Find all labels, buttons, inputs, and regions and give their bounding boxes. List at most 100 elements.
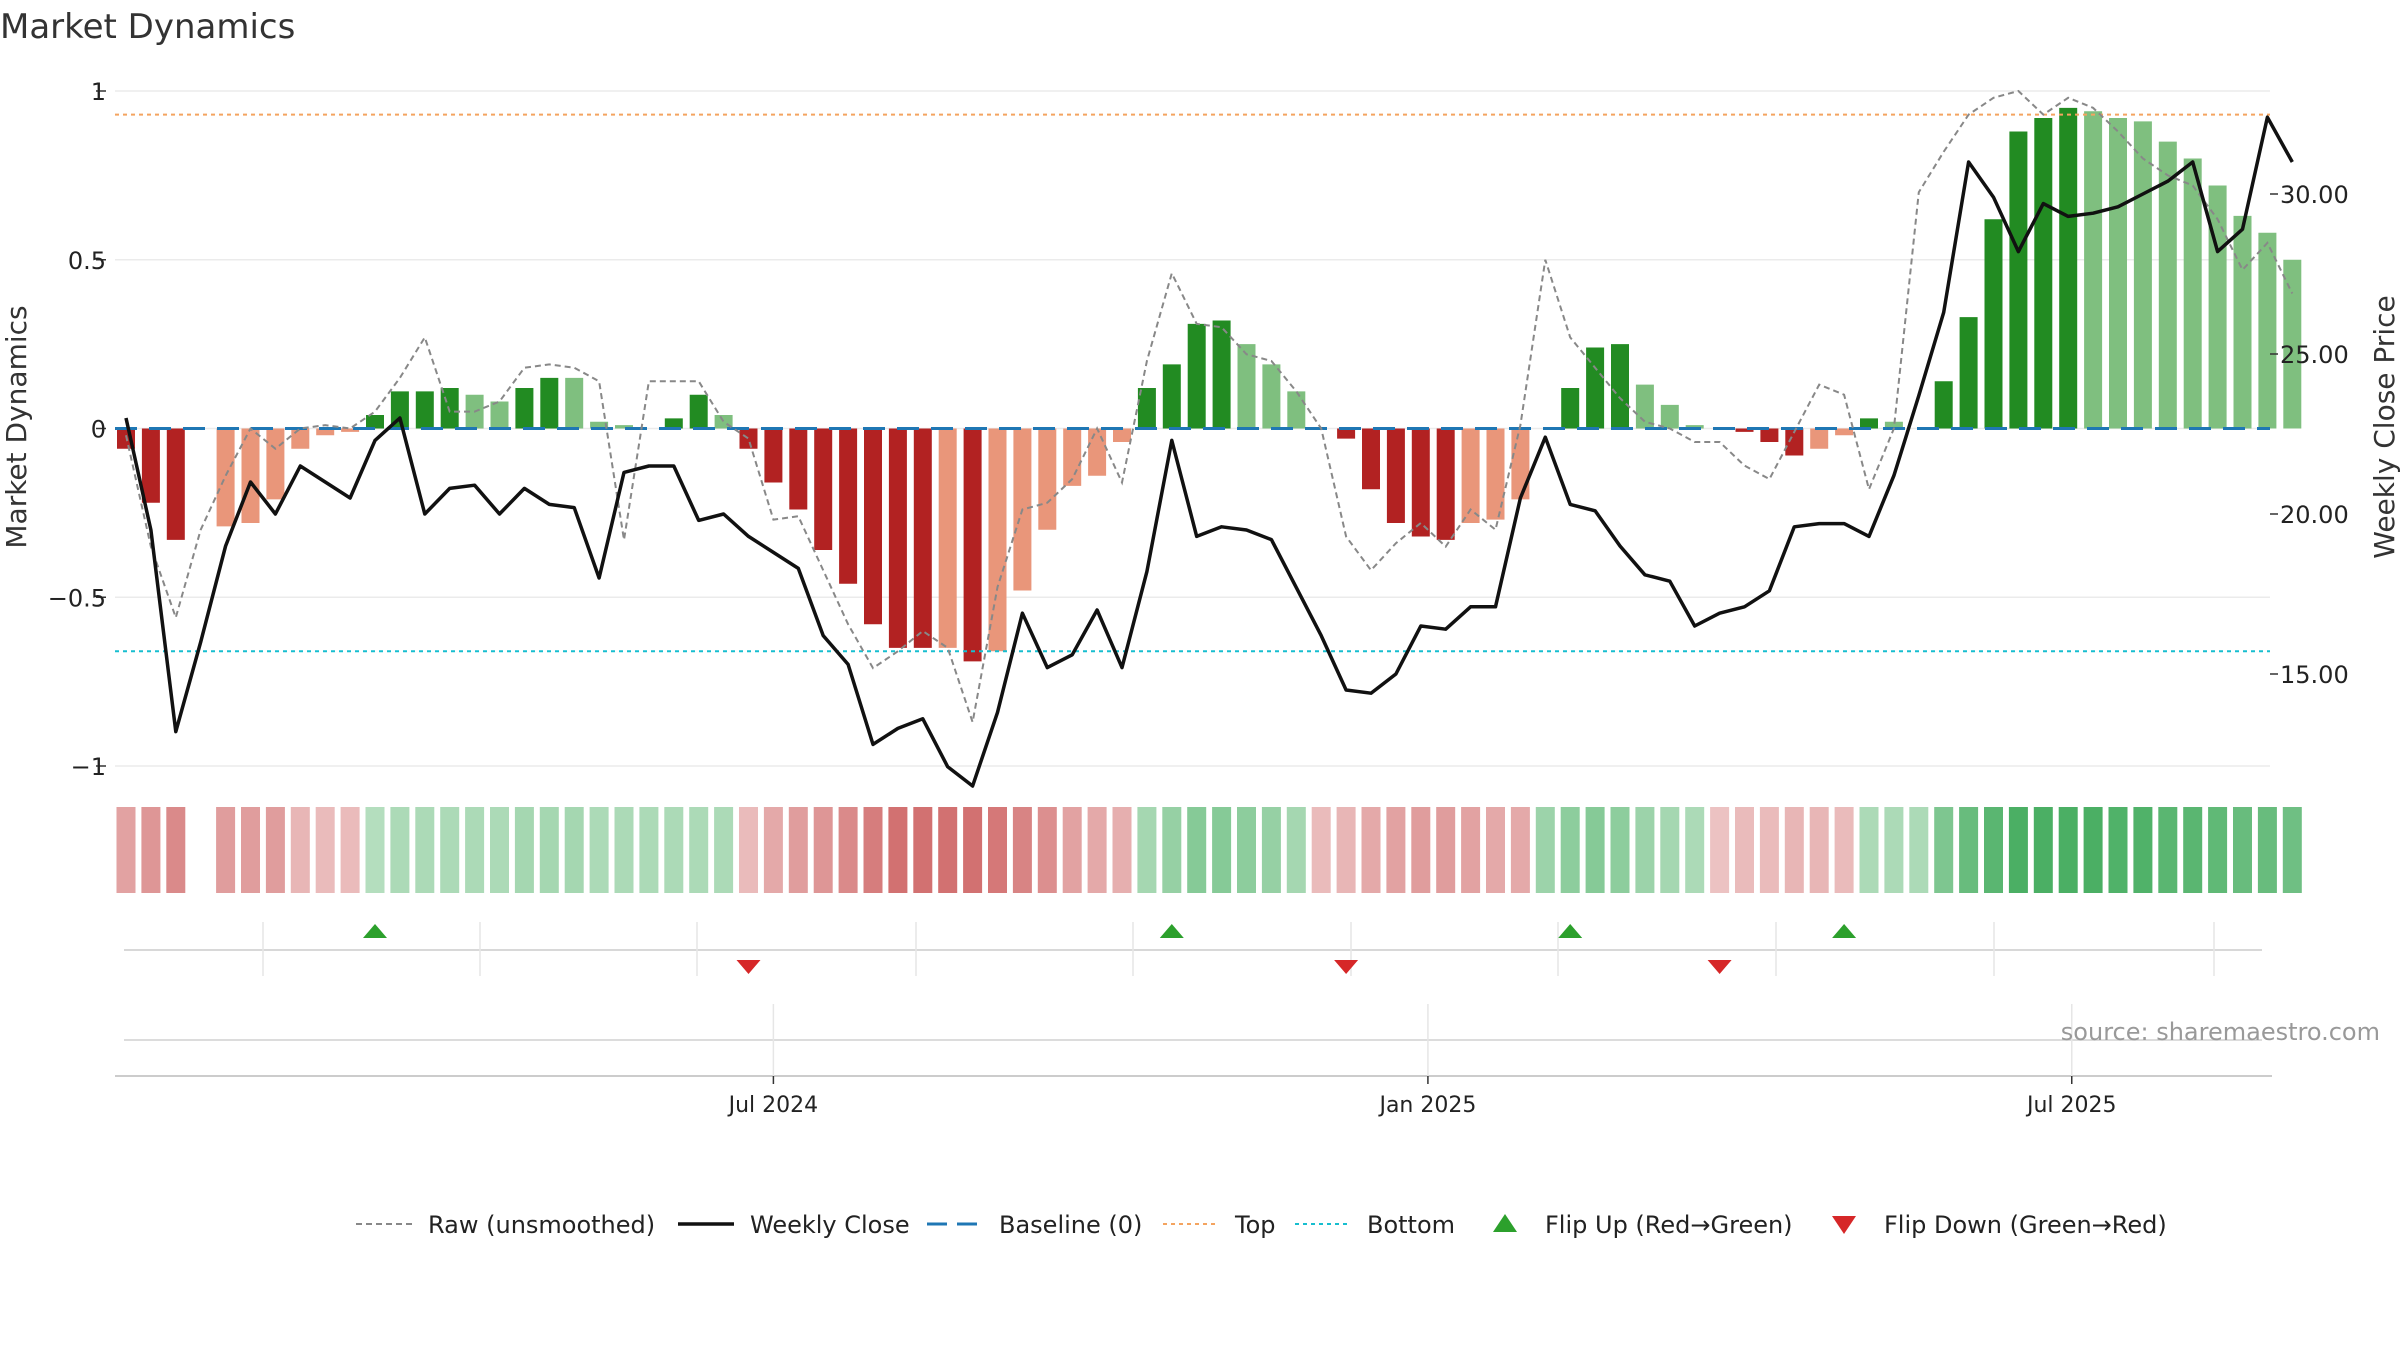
bar xyxy=(2158,141,2177,429)
bar xyxy=(2233,215,2252,429)
bar xyxy=(1511,428,1530,500)
bar xyxy=(1810,428,1829,449)
bar xyxy=(1386,428,1405,523)
legend-label: Flip Down (Green→Red) xyxy=(1884,1211,2167,1239)
state-cell xyxy=(1585,807,1605,893)
legend-item: Flip Up (Red→Green) xyxy=(1493,1211,1793,1239)
state-cell xyxy=(365,807,385,893)
state-cell xyxy=(913,807,933,893)
legend-item: Bottom xyxy=(1295,1211,1455,1239)
bar xyxy=(1461,428,1480,523)
state-cell xyxy=(1436,807,1456,893)
bar xyxy=(689,394,708,429)
bar xyxy=(615,425,633,429)
y-axis-label-left: Market Dynamics xyxy=(0,305,33,548)
bar xyxy=(590,421,609,429)
state-cell xyxy=(1809,807,1829,893)
state-cell xyxy=(290,807,310,893)
bar xyxy=(2034,118,2053,429)
legend-item: Baseline (0) xyxy=(927,1211,1142,1239)
bar xyxy=(2059,107,2078,429)
bar xyxy=(390,391,409,429)
state-cell xyxy=(1137,807,1157,893)
state-cell xyxy=(166,807,186,893)
state-cell xyxy=(1959,807,1979,893)
state-cell xyxy=(490,807,509,893)
legend-item: Top xyxy=(1163,1211,1276,1239)
state-cell xyxy=(1510,807,1530,893)
bar xyxy=(341,428,360,432)
y-tick-label-left: −0.5 xyxy=(48,584,106,612)
state-cell xyxy=(1087,807,1107,893)
state-cell xyxy=(963,807,983,893)
bar xyxy=(1162,364,1181,429)
bar xyxy=(664,418,683,429)
state-cell xyxy=(1735,807,1754,893)
bar xyxy=(764,428,783,483)
state-cell xyxy=(1112,807,1132,893)
bar xyxy=(266,428,285,500)
state-cell xyxy=(1411,807,1431,893)
state-cell xyxy=(2083,807,2103,893)
bar xyxy=(1884,421,1903,429)
bar xyxy=(2084,111,2103,429)
bar xyxy=(316,428,335,436)
legend-label: Weekly Close xyxy=(750,1211,910,1239)
legend-swatch xyxy=(1493,1214,1517,1232)
bar xyxy=(1237,344,1256,429)
state-cell xyxy=(415,807,435,893)
bar xyxy=(1860,418,1878,429)
state-cell xyxy=(1710,807,1730,893)
bar xyxy=(1287,391,1306,429)
state-cell xyxy=(763,807,783,893)
bar xyxy=(864,428,882,625)
flip-up-marker xyxy=(1159,924,1184,938)
bar xyxy=(1934,381,1953,429)
y-tick-label-right: 30.00 xyxy=(2280,181,2349,209)
bar xyxy=(1436,428,1455,540)
state-cell xyxy=(888,807,908,893)
bar xyxy=(1635,384,1654,429)
state-cell xyxy=(465,807,485,893)
bar xyxy=(1735,428,1754,432)
state-cell xyxy=(539,807,559,893)
bar xyxy=(1835,428,1854,436)
state-cell xyxy=(1859,807,1879,893)
state-cell xyxy=(1909,807,1929,893)
lines-layer xyxy=(115,89,2294,788)
bar xyxy=(1038,428,1057,530)
bar xyxy=(1660,404,1679,429)
raw-series-line xyxy=(125,89,2294,727)
bar xyxy=(1984,219,2003,429)
bar xyxy=(1760,428,1779,442)
state-cell xyxy=(116,807,136,893)
bar xyxy=(739,428,758,449)
state-cell xyxy=(1834,807,1854,893)
bar xyxy=(366,415,384,429)
state-cell xyxy=(1237,807,1256,893)
state-cell xyxy=(2183,807,2203,893)
state-cell xyxy=(2158,807,2178,893)
bar xyxy=(1187,323,1206,429)
bar xyxy=(1137,388,1156,429)
flip-down-marker xyxy=(736,960,761,974)
x-tick-label: Jul 2025 xyxy=(2025,1093,2117,1118)
flip-markers-panel xyxy=(124,922,2262,976)
state-cell xyxy=(1336,807,1356,893)
state-cell xyxy=(2133,807,2153,893)
y-axis-label-right: Weekly Close Price xyxy=(2368,295,2400,558)
state-cell xyxy=(2033,807,2053,893)
bar xyxy=(2208,185,2227,429)
bar xyxy=(1586,347,1605,429)
flip-up-marker xyxy=(1558,924,1583,938)
bar xyxy=(839,428,858,584)
bar xyxy=(1611,344,1629,429)
flip-up-marker xyxy=(363,924,387,938)
legend-label: Baseline (0) xyxy=(999,1211,1142,1239)
bars-layer xyxy=(117,107,2302,662)
y-tick-label-left: −1 xyxy=(71,753,106,781)
bar xyxy=(1113,428,1131,442)
bar xyxy=(913,428,932,648)
legend-label: Raw (unsmoothed) xyxy=(428,1211,655,1239)
state-cell xyxy=(1062,807,1082,893)
